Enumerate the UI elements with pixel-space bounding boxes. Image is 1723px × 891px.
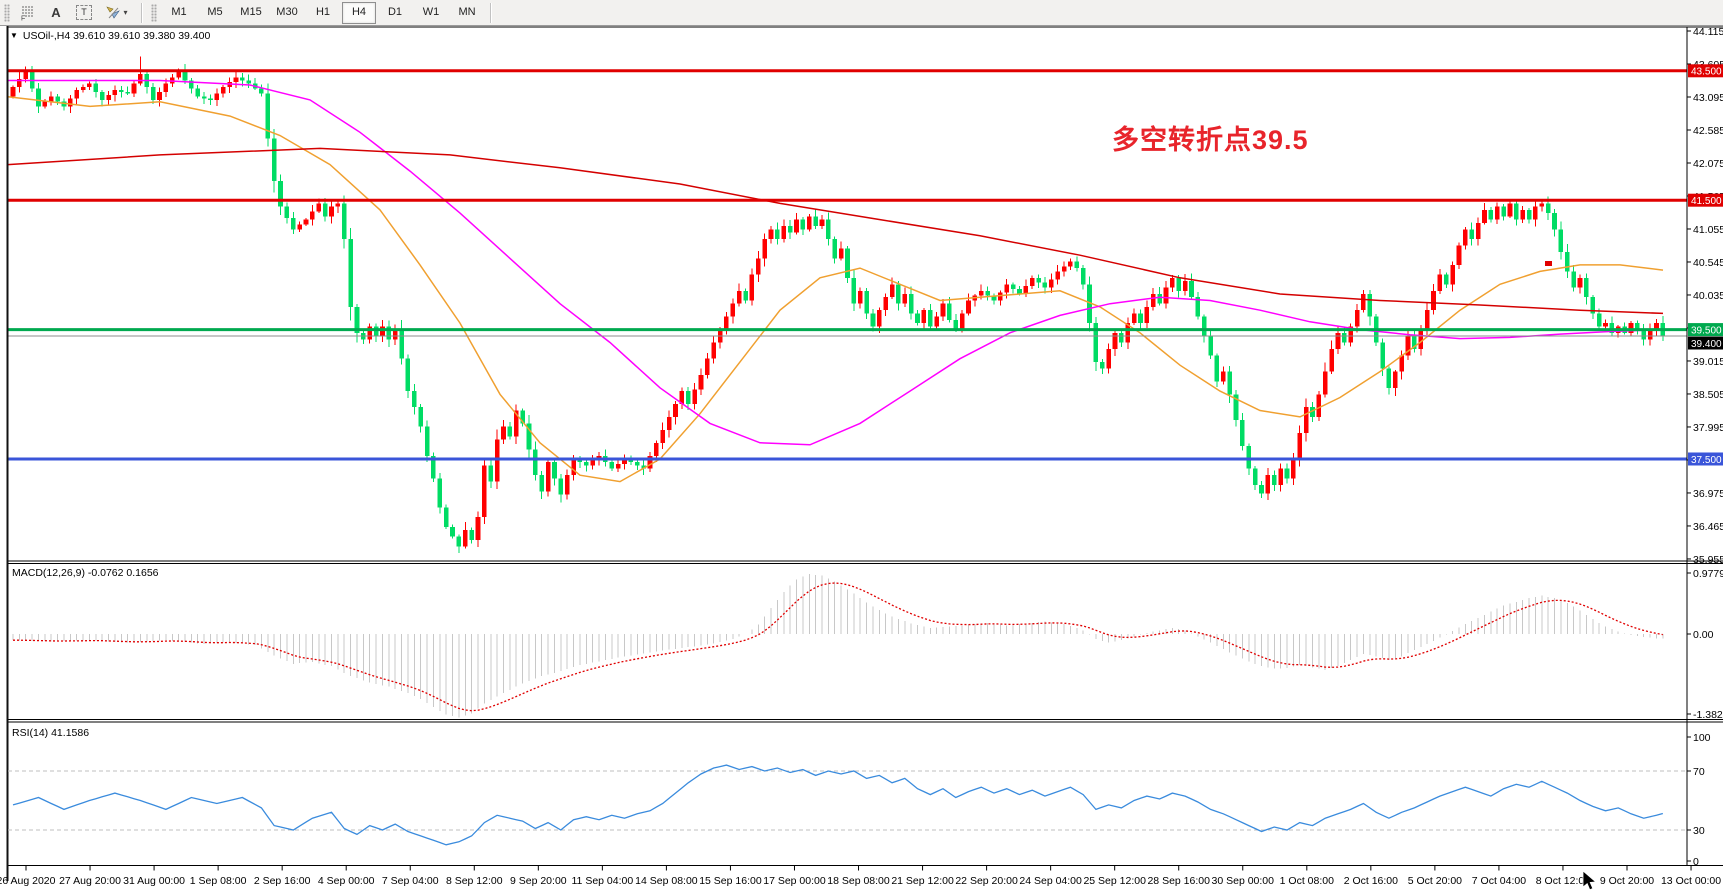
ma-slow-red: [7, 147, 1664, 315]
timeframe-W1[interactable]: W1: [422, 5, 440, 18]
svg-text:14 Sep 08:00: 14 Sep 08:00: [635, 875, 698, 887]
toolbar-separator-2: [490, 2, 491, 23]
svg-text:24 Sep 04:00: 24 Sep 04:00: [1019, 875, 1082, 887]
svg-text:2 Sep 16:00: 2 Sep 16:00: [254, 875, 311, 887]
svg-text:0: 0: [1693, 856, 1699, 868]
svg-text:F: F: [21, 15, 25, 21]
svg-text:5 Oct 20:00: 5 Oct 20:00: [1408, 875, 1462, 887]
macd-indicator-label: MACD(12,26,9) -0.0762 0.1656: [12, 567, 159, 579]
svg-text:9 Sep 20:00: 9 Sep 20:00: [510, 875, 567, 887]
svg-text:4 Sep 00:00: 4 Sep 00:00: [318, 875, 375, 887]
toolbar-separator: [141, 2, 142, 23]
svg-text:39.015: 39.015: [1693, 356, 1723, 368]
draw-objects-icon-svg: [106, 5, 121, 19]
text-label-glyph: T: [76, 5, 92, 20]
toolbar-grip-2[interactable]: [151, 3, 157, 22]
svg-text:27 Aug 20:00: 27 Aug 20:00: [59, 875, 121, 887]
svg-text:41.055: 41.055: [1693, 224, 1723, 236]
snap-grid-icon[interactable]: F: [15, 2, 41, 24]
svg-text:7 Sep 04:00: 7 Sep 04:00: [382, 875, 439, 887]
svg-text:0.00: 0.00: [1693, 629, 1714, 641]
svg-text:40.035: 40.035: [1693, 290, 1723, 302]
svg-text:30: 30: [1693, 825, 1705, 837]
svg-text:26 Aug 2020: 26 Aug 2020: [0, 875, 56, 887]
svg-text:37.500: 37.500: [1691, 455, 1722, 466]
svg-text:42.075: 42.075: [1693, 158, 1723, 170]
svg-text:8 Sep 12:00: 8 Sep 12:00: [446, 875, 503, 887]
ma-fast-orange: [7, 95, 1664, 483]
timeframe-M15[interactable]: M15: [240, 5, 262, 18]
svg-text:17 Sep 00:00: 17 Sep 00:00: [763, 875, 826, 887]
symbol-title[interactable]: ▼ USOil-,H4 39.610 39.610 39.380 39.400: [10, 30, 210, 42]
price-label-37.500: [1688, 452, 1723, 466]
draw-objects-icon[interactable]: ▾: [99, 2, 135, 24]
toolbar-grip[interactable]: [4, 3, 10, 22]
svg-text:42.585: 42.585: [1693, 125, 1723, 137]
insert-text-icon[interactable]: A: [43, 2, 69, 24]
chart-window: 44.11543.60543.09542.58542.07541.56541.0…: [0, 26, 1723, 891]
macd-histogram: [12, 573, 1664, 718]
svg-text:2 Oct 16:00: 2 Oct 16:00: [1344, 875, 1398, 887]
timeframe-group: M1 M5 M15 M30 H1 H4 D1 W1 MN: [161, 1, 485, 24]
svg-text:43.095: 43.095: [1693, 92, 1723, 104]
rsi-indicator-label: RSI(14) 41.1586: [12, 727, 90, 739]
rsi-line: [12, 764, 1664, 846]
svg-text:39.400: 39.400: [1691, 339, 1722, 350]
timeframe-M5[interactable]: M5: [207, 5, 223, 18]
svg-text:1 Sep 08:00: 1 Sep 08:00: [190, 875, 247, 887]
svg-text:70: 70: [1693, 766, 1705, 778]
svg-text:31 Aug 00:00: 31 Aug 00:00: [123, 875, 185, 887]
snap-grid-icon-svg: F: [21, 5, 33, 21]
timeframe-H1[interactable]: H1: [315, 5, 331, 18]
svg-text:37.995: 37.995: [1693, 422, 1723, 434]
insert-text-glyph: A: [51, 5, 61, 20]
svg-text:11 Sep 04:00: 11 Sep 04:00: [572, 875, 634, 887]
macd-signal-line: [13, 582, 1663, 712]
svg-text:22 Sep 20:00: 22 Sep 20:00: [955, 875, 1018, 887]
ma-mid-magenta: [8, 79, 1664, 446]
svg-text:15 Sep 16:00: 15 Sep 16:00: [699, 875, 762, 887]
toolbar: F A T ▾ M1 M5 M15 M30 H1 H4 D1 W1 MN: [0, 0, 1723, 26]
mouse-cursor: [1582, 870, 1597, 891]
text-label-icon[interactable]: T: [71, 2, 97, 24]
svg-text:100: 100: [1693, 732, 1711, 744]
svg-text:13 Oct 00:00: 13 Oct 00:00: [1661, 875, 1721, 887]
svg-text:18 Sep 08:00: 18 Sep 08:00: [827, 875, 890, 887]
order-marker-red-dash: [1545, 261, 1552, 266]
svg-text:0.9779: 0.9779: [1693, 568, 1723, 580]
timeframe-M1[interactable]: M1: [171, 5, 187, 18]
svg-text:40.545: 40.545: [1693, 257, 1723, 269]
chart-canvas[interactable]: 44.11543.60543.09542.58542.07541.56541.0…: [0, 26, 1723, 891]
svg-text:30 Sep 00:00: 30 Sep 00:00: [1212, 875, 1275, 887]
timeframe-H4[interactable]: H4: [342, 1, 376, 24]
svg-text:7 Oct 04:00: 7 Oct 04:00: [1472, 875, 1526, 887]
symbol-ohlc-text: USOil-,H4 39.610 39.610 39.380 39.400: [22, 30, 211, 42]
timeframe-MN[interactable]: MN: [458, 5, 476, 18]
svg-text:43.500: 43.500: [1691, 67, 1722, 78]
svg-text:38.505: 38.505: [1693, 389, 1723, 401]
chart-annotation-text: 多空转折点39.5: [1112, 125, 1309, 155]
price-label-41.500: [1688, 193, 1723, 207]
svg-text:41.500: 41.500: [1691, 196, 1722, 207]
svg-text:35.955: 35.955: [1693, 554, 1723, 566]
svg-text:44.115: 44.115: [1693, 26, 1723, 38]
price-label-39.500: [1688, 323, 1723, 337]
svg-text:36.465: 36.465: [1693, 521, 1723, 533]
candles: [10, 56, 1666, 553]
svg-text:21 Sep 12:00: 21 Sep 12:00: [891, 875, 954, 887]
svg-text:39.500: 39.500: [1691, 325, 1722, 336]
price-label-43.500: [1688, 64, 1723, 78]
dropdown-caret-icon: ▾: [123, 8, 128, 17]
svg-text:28 Sep 16:00: 28 Sep 16:00: [1147, 875, 1210, 887]
svg-text:36.975: 36.975: [1693, 488, 1723, 500]
quotes-dropdown-icon[interactable]: ▼: [10, 31, 18, 40]
svg-text:1 Oct 08:00: 1 Oct 08:00: [1280, 875, 1334, 887]
timeframe-D1[interactable]: D1: [387, 5, 403, 18]
svg-text:9 Oct 20:00: 9 Oct 20:00: [1600, 875, 1654, 887]
timeframe-M30[interactable]: M30: [276, 5, 298, 18]
svg-text:-1.382: -1.382: [1693, 709, 1723, 721]
svg-text:8 Oct 12:00: 8 Oct 12:00: [1536, 875, 1590, 887]
price-label-39.400: [1688, 336, 1723, 350]
svg-text:25 Sep 12:00: 25 Sep 12:00: [1083, 875, 1146, 887]
